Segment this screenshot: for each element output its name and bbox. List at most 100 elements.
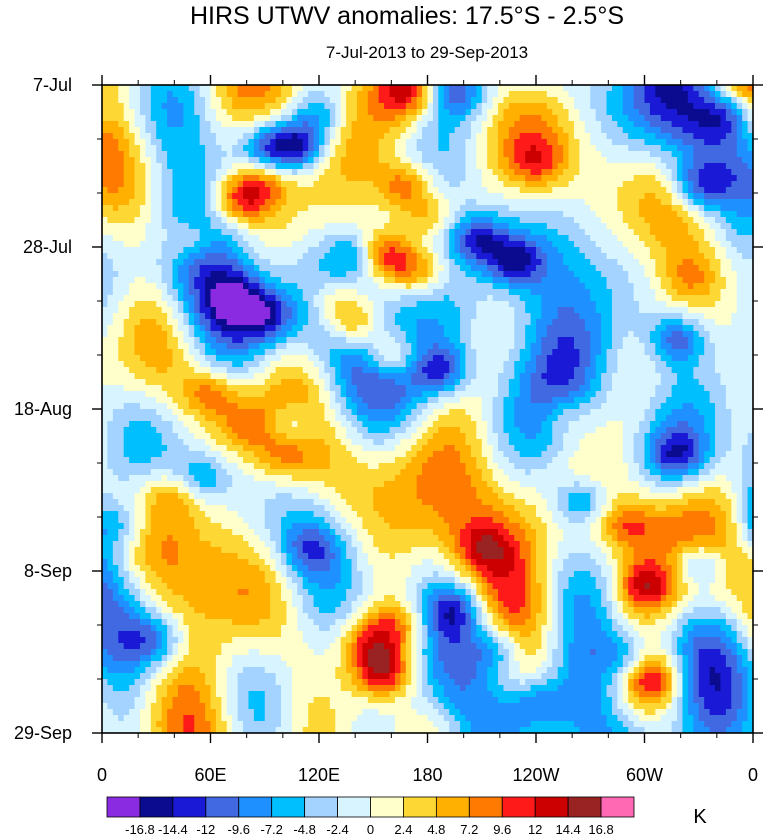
heatmap-cell: [579, 253, 586, 260]
heatmap-cell: [747, 241, 753, 248]
heatmap-cell: [557, 277, 564, 284]
heatmap-cell: [465, 289, 472, 296]
heatmap-cell: [346, 241, 353, 248]
heatmap-cell: [546, 133, 553, 140]
heatmap-cell: [384, 307, 391, 314]
heatmap-cell: [400, 325, 407, 332]
heatmap-cell: [226, 229, 233, 236]
heatmap-cell: [720, 157, 727, 164]
heatmap-cell: [639, 241, 646, 248]
heatmap-cell: [150, 241, 157, 248]
heatmap-cell: [698, 235, 705, 242]
heatmap-cell: [308, 199, 315, 206]
heatmap-cell: [123, 307, 130, 314]
heatmap-cell: [503, 223, 510, 230]
heatmap-cell: [617, 121, 624, 128]
heatmap-cell: [319, 253, 326, 260]
heatmap-cell: [742, 313, 749, 320]
heatmap-cell: [742, 217, 749, 224]
heatmap-cell: [297, 193, 304, 200]
heatmap-cell: [454, 103, 461, 110]
heatmap-cell: [270, 253, 277, 260]
heatmap-cell: [465, 331, 472, 338]
heatmap-cell: [221, 187, 228, 194]
heatmap-cell: [248, 175, 255, 182]
heatmap-cell: [682, 139, 689, 146]
heatmap-cell: [693, 139, 700, 146]
heatmap-cell: [405, 325, 412, 332]
heatmap-cell: [243, 331, 250, 338]
heatmap-cell: [232, 229, 239, 236]
heatmap-cell: [259, 127, 266, 134]
heatmap-cell: [107, 205, 114, 212]
heatmap-cell: [177, 157, 184, 164]
heatmap-cell: [281, 265, 288, 272]
heatmap-cell: [655, 163, 662, 170]
heatmap-cell: [340, 151, 347, 158]
heatmap-cell: [666, 145, 673, 152]
heatmap-cell: [346, 307, 353, 314]
heatmap-cell: [118, 253, 125, 260]
heatmap-cell: [373, 253, 380, 260]
heatmap-cell: [601, 115, 608, 122]
heatmap-cell: [411, 145, 418, 152]
heatmap-cell: [693, 145, 700, 152]
heatmap-cell: [601, 181, 608, 188]
heatmap-cell: [373, 211, 380, 218]
heatmap-cell: [584, 307, 591, 314]
heatmap-cell: [644, 229, 651, 236]
heatmap-cell: [112, 217, 119, 224]
heatmap-cell: [736, 157, 743, 164]
heatmap-cell: [243, 277, 250, 284]
heatmap-cell: [177, 313, 184, 320]
heatmap-cell: [503, 319, 510, 326]
heatmap-cell: [188, 313, 195, 320]
heatmap-cell: [655, 289, 662, 296]
heatmap-cell: [503, 229, 510, 236]
heatmap-cell: [725, 289, 732, 296]
heatmap-cell: [367, 235, 374, 242]
heatmap-cell: [514, 145, 521, 152]
heatmap-cell: [150, 259, 157, 266]
heatmap-cell: [400, 307, 407, 314]
heatmap-cell: [291, 205, 298, 212]
heatmap-cell: [487, 187, 494, 194]
heatmap-cell: [411, 193, 418, 200]
heatmap-cell: [356, 313, 363, 320]
heatmap-cell: [422, 235, 429, 242]
heatmap-cell: [335, 265, 342, 272]
heatmap-cell: [443, 133, 450, 140]
heatmap-cell: [601, 139, 608, 146]
heatmap-cell: [221, 325, 228, 332]
heatmap-cell: [411, 259, 418, 266]
heatmap-cell: [356, 127, 363, 134]
heatmap-cell: [449, 103, 456, 110]
heatmap-cell: [693, 271, 700, 278]
heatmap-cell: [736, 259, 743, 266]
heatmap-cell: [378, 229, 385, 236]
heatmap-cell: [373, 169, 380, 176]
heatmap-cell: [313, 145, 320, 152]
heatmap-cell: [308, 217, 315, 224]
heatmap-cell: [644, 85, 651, 92]
heatmap-cell: [308, 247, 315, 254]
heatmap-cell: [248, 241, 255, 248]
heatmap-cell: [340, 133, 347, 140]
heatmap-cell: [557, 259, 564, 266]
heatmap-cell: [286, 109, 293, 116]
heatmap-cell: [584, 97, 591, 104]
heatmap-cell: [270, 139, 277, 146]
heatmap-cell: [237, 211, 244, 218]
heatmap-cell: [736, 235, 743, 242]
heatmap-cell: [541, 271, 548, 278]
heatmap-cell: [460, 193, 467, 200]
heatmap-cell: [649, 187, 656, 194]
heatmap-cell: [210, 121, 217, 128]
heatmap-cell: [579, 277, 586, 284]
heatmap-cell: [438, 289, 445, 296]
heatmap-cell: [443, 91, 450, 98]
heatmap-cell: [693, 253, 700, 260]
heatmap-cell: [297, 235, 304, 242]
heatmap-cell: [682, 259, 689, 266]
heatmap-cell: [736, 301, 743, 308]
